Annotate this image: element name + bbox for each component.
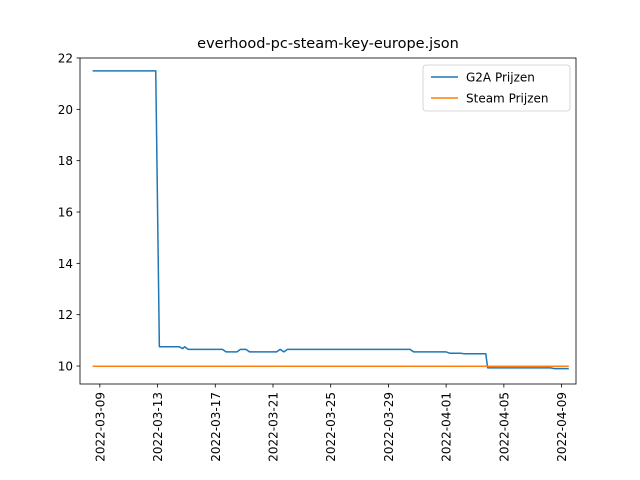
- x-tick-label-2: 2022-03-17: [209, 392, 223, 462]
- series-line-0: [92, 70, 569, 370]
- chart-title: everhood-pc-steam-key-europe.json: [197, 36, 459, 52]
- x-axis: 2022-03-09 2022-03-13 2022-03-17 2022-03-21…: [93, 384, 569, 462]
- x-tick-label-0: 2022-03-09: [93, 392, 107, 462]
- x-tick-label-3: 2022-03-21: [266, 392, 280, 462]
- y-tick-label-10: 10: [58, 360, 73, 374]
- legend-label-1: Steam Prijzen: [466, 92, 548, 106]
- y-tick-label-12: 12: [58, 308, 73, 322]
- y-tick-label-22: 22: [58, 52, 73, 66]
- legend-box: [422, 64, 571, 112]
- y-tick-label-16: 16: [58, 206, 73, 220]
- x-tick-label-7: 2022-04-05: [497, 392, 511, 462]
- y-tick-label-14: 14: [58, 257, 73, 271]
- plot-lines: [92, 70, 569, 370]
- y-tick-label-20: 20: [58, 103, 73, 117]
- x-tick-label-1: 2022-03-13: [151, 392, 165, 462]
- legend-label-0: G2A Prijzen: [466, 71, 535, 85]
- x-tick-label-4: 2022-03-25: [324, 392, 338, 462]
- x-tick-label-8: 2022-04-09: [555, 392, 569, 462]
- legend: G2A Prijzen Steam Prijzen: [422, 64, 571, 112]
- x-tick-label-5: 2022-03-29: [382, 392, 396, 462]
- x-tick-label-6: 2022-04-01: [440, 392, 454, 462]
- plot-frame: [79, 57, 577, 385]
- y-axis: 10 12 14 16 18 20 22: [58, 52, 80, 374]
- y-tick-label-18: 18: [58, 154, 73, 168]
